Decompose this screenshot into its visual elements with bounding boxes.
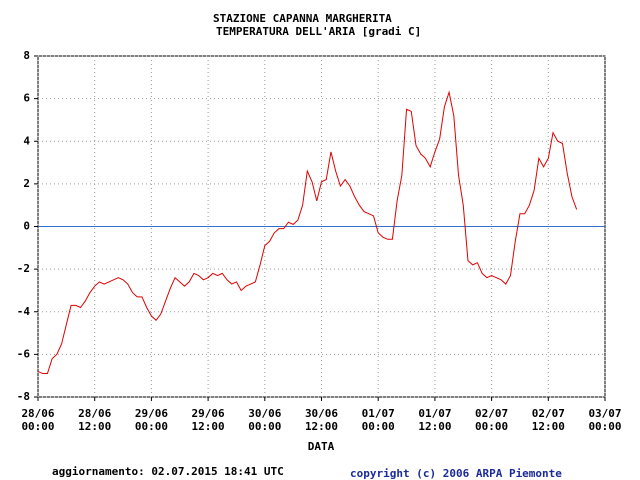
x-axis-label: DATA: [308, 440, 335, 453]
x-tick-label: 02/07 12:00: [532, 407, 565, 433]
x-tick-label: 29/06 00:00: [135, 407, 168, 433]
y-tick-label: 4: [23, 134, 30, 147]
y-tick-label: -2: [17, 262, 30, 275]
data-line: [37, 90, 578, 375]
x-tick-label: 03/07 00:00: [588, 407, 621, 433]
y-tick-label: 0: [23, 220, 30, 233]
y-tick-label: 2: [23, 177, 30, 190]
chart-subtitle: TEMPERATURA DELL'ARIA [gradi C]: [216, 25, 421, 38]
y-tick-label: 8: [23, 49, 30, 62]
y-tick-label: -6: [17, 347, 31, 360]
x-tick-label: 28/06 00:00: [21, 407, 54, 433]
x-tick-label: 02/07 00:00: [475, 407, 508, 433]
y-tick-label: -8: [17, 390, 30, 403]
x-tick-label: 01/07 12:00: [418, 407, 451, 433]
chart-title: STAZIONE CAPANNA MARGHERITA: [213, 12, 392, 25]
x-tick-label: 01/07 00:00: [362, 407, 395, 433]
x-tick-label: 30/06 12:00: [305, 407, 338, 433]
y-tick-label: 6: [23, 92, 30, 105]
x-tick-label: 28/06 12:00: [78, 407, 111, 433]
footer-copyright: copyright (c) 2006 ARPA Piemonte: [350, 467, 562, 480]
y-tick-label: -4: [17, 305, 31, 318]
x-tick-label: 30/06 00:00: [248, 407, 281, 433]
footer-update: aggiornamento: 02.07.2015 18:41 UTC: [52, 465, 284, 478]
x-tick-label: 29/06 12:00: [192, 407, 225, 433]
